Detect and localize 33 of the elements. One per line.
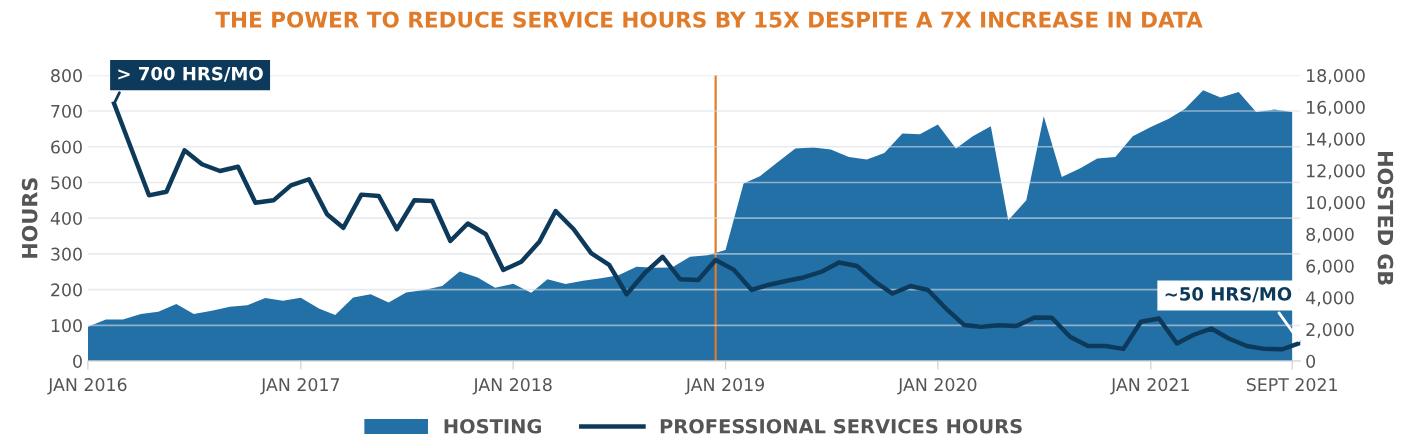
y-tick-label: 800 xyxy=(51,69,82,83)
y2-tick-label: 2,000 xyxy=(1306,323,1354,338)
y-tick-label: 200 xyxy=(51,283,82,297)
y-tick-label: 0 xyxy=(73,354,82,368)
y2-tick-label: 16,000 xyxy=(1307,100,1365,116)
annotation: > 700 HRS/MO xyxy=(118,66,263,82)
y-tick-label: 100 xyxy=(51,319,82,333)
y-tick-label: 300 xyxy=(51,247,82,261)
x-tick-label: SEPT 2021 xyxy=(1246,378,1337,392)
y-axis-title: HOURS xyxy=(21,178,38,258)
x-tick-label: JAN 2018 xyxy=(472,378,552,395)
chart-title: THE POWER TO REDUCE SERVICE HOURS BY 15X DESPITE A 7X INCREASE IN DATA xyxy=(215,11,1203,28)
y-tick-label: 600 xyxy=(51,140,82,154)
x-tick-label: JAN 2017 xyxy=(260,378,340,395)
y2-tick-label: 18,000 xyxy=(1307,69,1365,84)
y2-tick-label: 10,000 xyxy=(1307,196,1365,211)
y2-axis-title: HOSTED GB xyxy=(1377,152,1394,285)
legend-label: PROFESSIONAL SERVICES HOURS xyxy=(660,418,1022,434)
x-tick-label: JAN 2016 xyxy=(47,378,127,395)
y2-tick-label: 0 xyxy=(1306,354,1316,368)
y2-tick-label: 6,000 xyxy=(1306,259,1354,275)
x-tick-label: JAN 2019 xyxy=(684,378,764,395)
y-tick-label: 700 xyxy=(51,104,82,118)
legend-label: HOSTING xyxy=(444,418,541,434)
y2-tick-label: 14,000 xyxy=(1307,132,1365,148)
y2-tick-label: 12,000 xyxy=(1307,164,1365,180)
y-tick-label: 500 xyxy=(51,176,82,190)
y2-tick-label: 8,000 xyxy=(1306,227,1354,243)
y-tick-label: 400 xyxy=(50,211,82,226)
x-tick-label: JAN 2021 xyxy=(1110,378,1189,395)
x-tick-label: JAN 2020 xyxy=(897,378,977,395)
annotation: ~50 HRS/MO xyxy=(1165,287,1292,303)
y2-tick-label: 4,000 xyxy=(1306,291,1354,307)
